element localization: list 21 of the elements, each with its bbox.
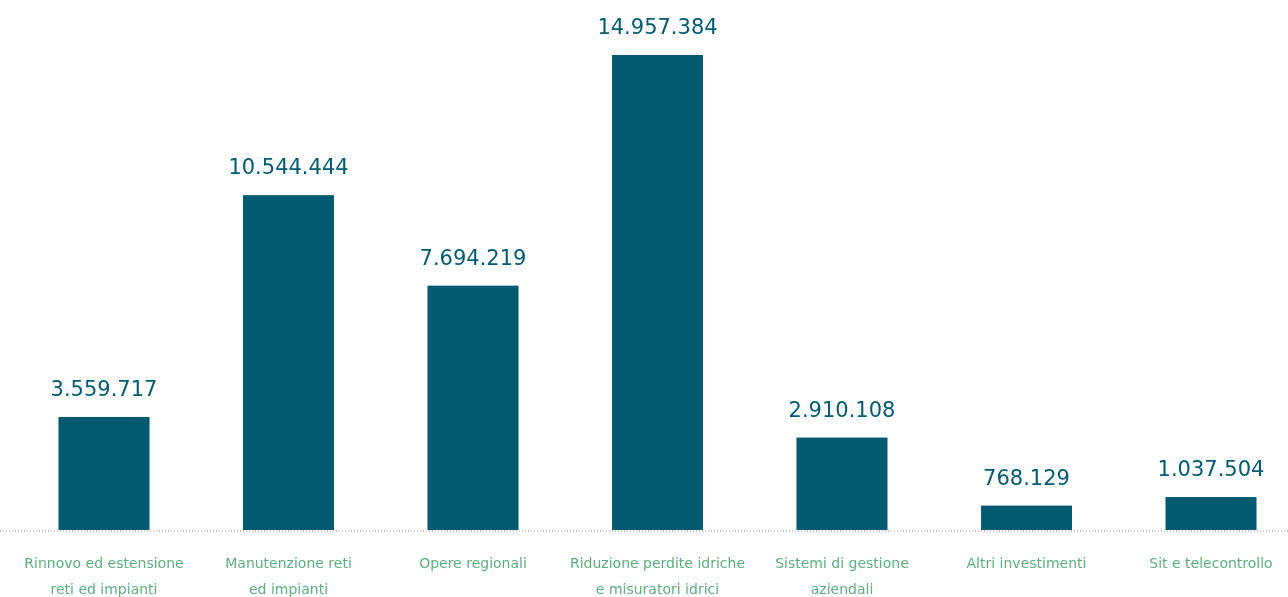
- x-tick-label: Sit e telecontrollo: [1149, 555, 1273, 571]
- x-tick-label: Opere regionali: [419, 555, 527, 571]
- data-label: 7.694.219: [419, 245, 527, 270]
- bar: [427, 285, 519, 530]
- x-tick-label: Sistemi di gestione aziendali: [775, 555, 909, 597]
- bar: [981, 505, 1072, 530]
- data-label: 14.957.384: [597, 15, 718, 39]
- bar: [796, 437, 888, 530]
- data-label: 10.544.444: [228, 155, 349, 180]
- x-tick-label: Riduzione perdite idriche e misuratori idrici: [569, 555, 746, 597]
- bar: [58, 416, 150, 530]
- x-tick-label: Rinnovo ed estensione reti ed impianti: [24, 555, 184, 597]
- data-label: 3.559.717: [50, 376, 158, 401]
- bar: [243, 195, 334, 530]
- x-tick-label: Manutenzione reti ed impianti: [225, 555, 352, 597]
- data-label: 768.129: [983, 465, 1070, 490]
- bar: [612, 55, 703, 530]
- bar: [1165, 497, 1257, 530]
- data-label: 1.037.504: [1157, 457, 1265, 482]
- x-tick-label: Altri investimenti: [966, 555, 1087, 571]
- data-label: 2.910.108: [788, 397, 896, 422]
